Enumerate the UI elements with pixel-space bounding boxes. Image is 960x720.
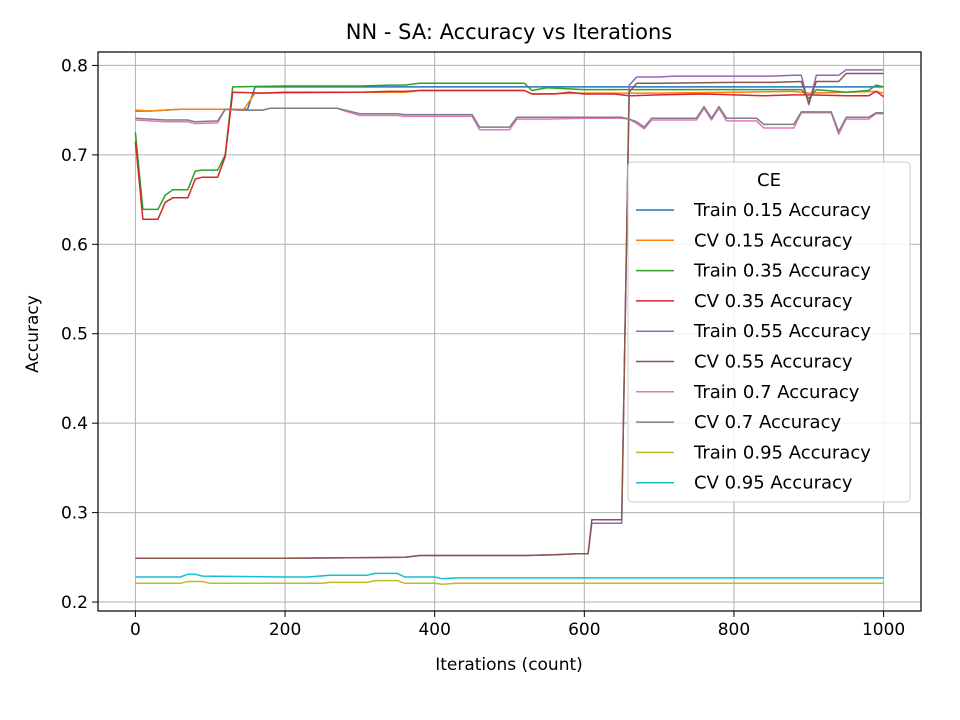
x-tick-label: 600 bbox=[568, 620, 600, 640]
legend-label: CV 0.15 Accuracy bbox=[694, 230, 853, 251]
series-lines bbox=[134, 69, 885, 585]
chart-title: NN - SA: Accuracy vs Iterations bbox=[346, 20, 672, 44]
x-tick-label: 800 bbox=[718, 620, 750, 640]
legend-label: CV 0.35 Accuracy bbox=[694, 291, 853, 312]
legend-label: Train 0.15 Accuracy bbox=[693, 200, 871, 221]
x-axis-title: Iterations (count) bbox=[435, 655, 583, 675]
legend-label: CV 0.55 Accuracy bbox=[694, 352, 853, 373]
series-line-10 bbox=[135, 572, 884, 580]
legend-label: Train 0.55 Accuracy bbox=[693, 321, 871, 342]
y-tick-label: 0.3 bbox=[61, 504, 88, 524]
x-tick-label: 1000 bbox=[862, 620, 905, 640]
y-tick-label: 0.6 bbox=[61, 235, 88, 255]
legend-box bbox=[627, 161, 911, 503]
x-tick-label: 400 bbox=[418, 620, 450, 640]
y-tick-label: 0.7 bbox=[61, 146, 88, 166]
y-tick-label: 0.5 bbox=[61, 325, 88, 345]
legend-label: Train 0.35 Accuracy bbox=[693, 261, 871, 282]
legend-label: Train 0.7 Accuracy bbox=[693, 382, 860, 403]
series-line-6 bbox=[135, 72, 884, 559]
legend-label: CV 0.7 Accuracy bbox=[694, 412, 841, 433]
y-axis-title: Accuracy bbox=[23, 295, 43, 373]
series-line-4 bbox=[134, 89, 885, 221]
y-tick-label: 0.8 bbox=[61, 56, 88, 76]
series-line-8 bbox=[135, 105, 884, 133]
series-line-9 bbox=[135, 579, 884, 585]
legend-title: CE bbox=[757, 170, 781, 191]
axis-ticks: 0 200 400 600 800 1000 0.2 0.3 0.4 0.5 0.6 0.7 0.8 bbox=[61, 56, 905, 640]
y-tick-label: 0.4 bbox=[61, 414, 88, 434]
y-tick-label: 0.2 bbox=[61, 593, 88, 613]
x-tick-label: 0 bbox=[130, 620, 141, 640]
axes-frame bbox=[97, 51, 922, 612]
x-tick-label: 200 bbox=[269, 620, 301, 640]
legend-label: CV 0.95 Accuracy bbox=[694, 473, 853, 494]
legend-entries: Train 0.15 Accuracy CV 0.15 Accuracy Train… bbox=[636, 200, 871, 494]
legend-label: Train 0.95 Accuracy bbox=[693, 442, 871, 463]
